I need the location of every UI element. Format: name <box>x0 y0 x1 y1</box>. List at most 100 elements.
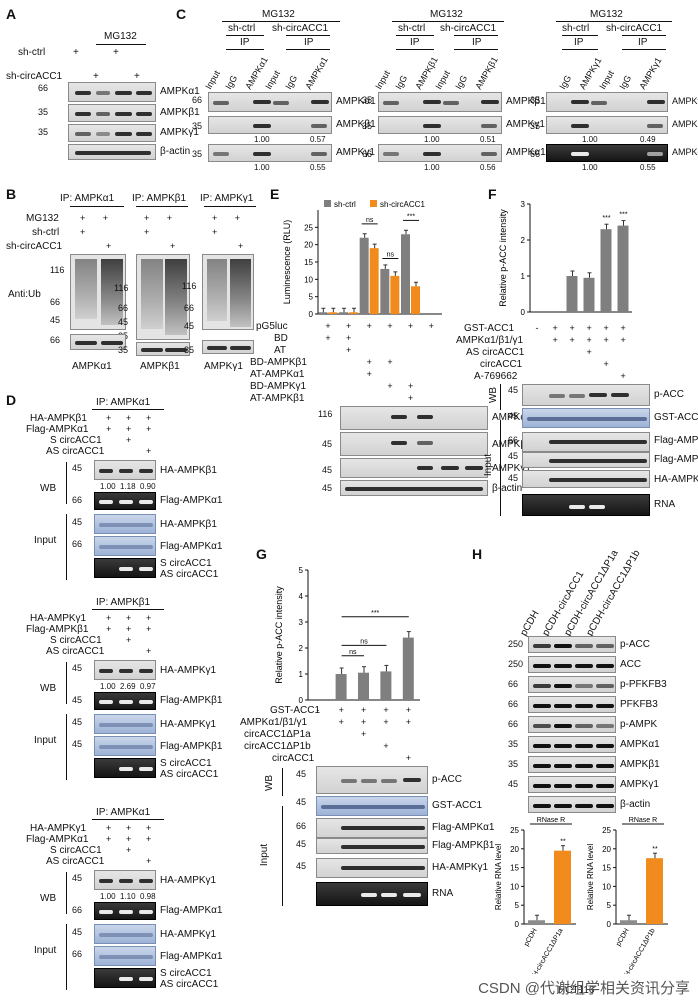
h-blot-row <box>528 736 616 753</box>
blot-e-ampkg1 <box>340 458 488 478</box>
mw: 45 <box>72 717 83 727</box>
d-label: Flag-AMPKα1 <box>160 541 223 552</box>
bar <box>380 671 392 700</box>
plus-sign: + <box>146 646 152 656</box>
d-blot-input2 <box>94 946 156 966</box>
chart-h1: 0 5 10 15 20 25 Relative RNA level RNase R ** pCD… <box>494 817 576 974</box>
d-label: Flag-AMPKβ1 <box>160 695 223 706</box>
h-label: ACC <box>620 659 642 670</box>
plus-sign: + <box>346 333 352 343</box>
chart-f: 0 1 2 3 Relative p-ACC intensity *** *** <box>498 200 632 317</box>
d-row-label: Flag-AMPKβ1 <box>26 624 89 635</box>
d-row-label: S circACC1 <box>50 635 102 646</box>
bar <box>328 312 338 314</box>
d-row-label: AS circACC1 <box>46 446 105 457</box>
plus-sign: + <box>603 335 609 345</box>
plus-sign: + <box>387 321 393 331</box>
blot-a-ampkb1 <box>68 104 156 122</box>
y-tick-label: 20 <box>510 845 519 854</box>
chart-h2: 0 5 10 15 20 25 Relative RNA level RNase R ** pCD… <box>586 817 668 974</box>
mw: 66 <box>508 679 519 689</box>
bar <box>528 920 545 924</box>
blot-c3-row2 <box>546 116 668 134</box>
y-tick-label: 15 <box>602 864 611 873</box>
h-blot-row <box>528 716 616 733</box>
mw: 45 <box>72 873 83 883</box>
d-label: Flag-AMPKα1 <box>160 905 223 916</box>
blot-f-hag1 <box>522 470 650 488</box>
plus-sign: + <box>586 323 592 333</box>
d-row-label: HA-AMPKβ1 <box>30 413 87 424</box>
mw: 66 <box>508 719 519 729</box>
y-axis-label: Relative p-ACC intensity <box>274 586 284 684</box>
d-ip-label: IP: AMPKβ1 <box>96 597 151 608</box>
bar <box>318 312 328 314</box>
plus-sign: + <box>383 705 389 715</box>
d-rna-label: S circACC1 <box>160 558 212 569</box>
plus-sign: + <box>146 613 152 623</box>
bar <box>349 312 358 314</box>
blot-c2-row2 <box>378 116 502 134</box>
blot-c2-row1 <box>378 92 502 112</box>
shctrl-label: sh-ctrl <box>18 47 46 58</box>
sig-label: *** <box>619 211 627 218</box>
d-label: Flag-AMPKα1 <box>160 495 223 506</box>
d-blot-input2 <box>94 736 156 756</box>
x-tick-label: pCDH <box>523 928 539 948</box>
y-tick-label: 10 <box>304 275 313 284</box>
bar <box>380 268 390 314</box>
d-blot-flag <box>94 692 156 710</box>
y-tick-label: 2 <box>299 644 304 653</box>
plus-sign: + <box>126 834 132 844</box>
panel-letter-c: C <box>176 6 187 22</box>
plus-sign: + <box>569 323 575 333</box>
bar <box>600 229 612 312</box>
plus-sign: + <box>146 823 152 833</box>
plus-sign: + <box>346 345 352 355</box>
y-tick-label: 4 <box>299 592 304 601</box>
mw: 45 <box>72 463 83 473</box>
plus-sign: + <box>620 323 626 333</box>
h-blot-row <box>528 776 616 793</box>
plus-sign: + <box>126 624 132 634</box>
y-tick-label: 10 <box>510 882 519 891</box>
d-row-label: HA-AMPKγ1 <box>30 613 87 624</box>
blot-b-b1 <box>136 342 190 356</box>
blot-f-rna <box>522 494 650 516</box>
panel-letter-e: E <box>270 186 280 202</box>
blot-b-g1 <box>202 340 254 354</box>
plus-sign: + <box>106 413 112 423</box>
bar <box>554 850 571 924</box>
mg132-label: MG132 <box>104 31 137 42</box>
plus-sign: + <box>620 371 626 381</box>
plus-sign: + <box>146 413 152 423</box>
h-blot-row <box>528 636 616 653</box>
bar <box>411 286 420 314</box>
plus-sign: + <box>126 613 132 623</box>
shcirc-label: sh-circACC1 <box>6 71 63 82</box>
quant: 1.00 <box>100 892 116 901</box>
h-label: PFKFB3 <box>620 699 658 710</box>
blot-f-flaga1 <box>522 432 650 452</box>
plus-sign: + <box>366 369 372 379</box>
plus-sign: + <box>428 321 434 331</box>
y-axis-label: Relative RNA level <box>586 844 595 910</box>
y-tick-label: 2 <box>521 236 526 245</box>
h-label: p-PFKFB3 <box>620 679 667 690</box>
d-label: HA-AMPKβ1 <box>160 465 217 476</box>
sig-label: ns <box>387 252 395 259</box>
y-tick-label: 0 <box>521 308 526 317</box>
panel-letter-f: F <box>488 186 497 202</box>
y-tick-label: 25 <box>304 223 313 232</box>
y-tick-label: 0 <box>607 920 612 929</box>
d-wb-label: WB <box>40 893 57 904</box>
blot-g-pacc <box>316 766 428 794</box>
blot-f-gst <box>522 408 650 428</box>
d-rna-label: AS circACC1 <box>160 769 219 780</box>
y-tick-label: 25 <box>510 826 519 835</box>
d-label: HA-AMPKγ1 <box>160 719 217 730</box>
bar <box>402 637 414 700</box>
plus-sign: - <box>535 323 539 333</box>
sig-label: ns <box>349 649 357 656</box>
sig-label: *** <box>602 215 610 222</box>
